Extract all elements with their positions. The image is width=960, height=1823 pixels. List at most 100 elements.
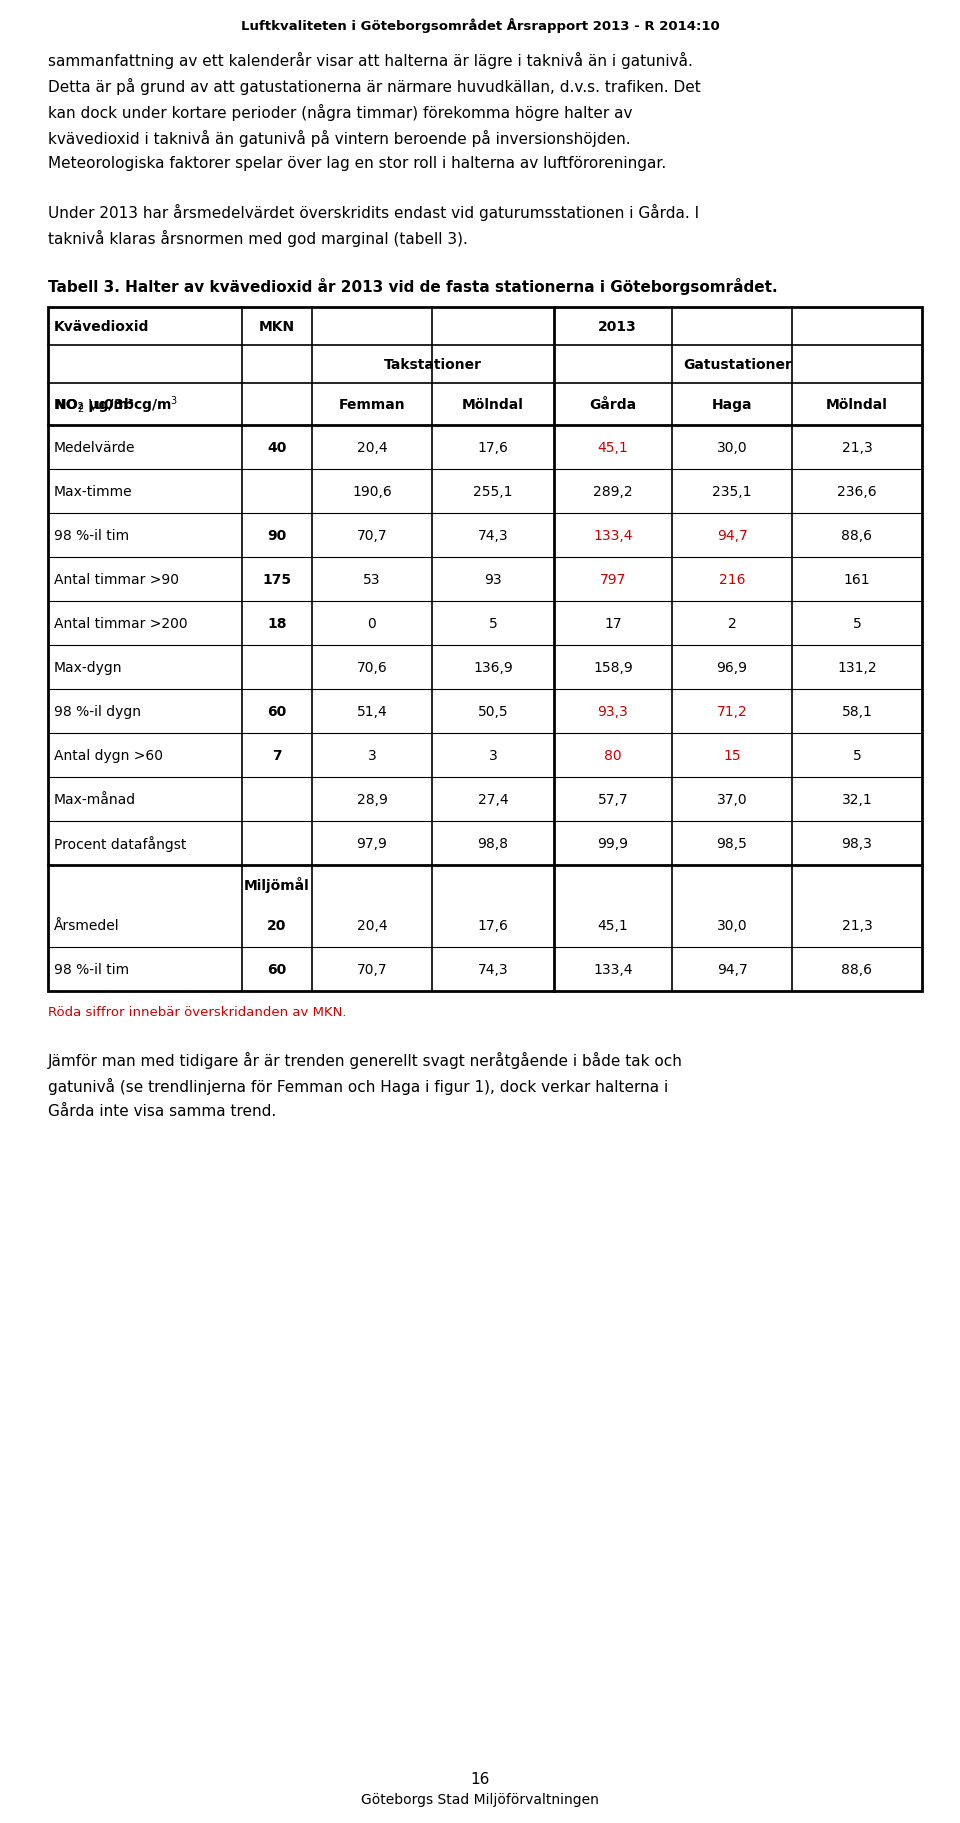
- Text: Mölndal: Mölndal: [826, 397, 888, 412]
- Text: 7: 7: [273, 749, 282, 762]
- Text: 28,9: 28,9: [356, 793, 388, 806]
- Text: 20,4: 20,4: [357, 919, 387, 933]
- Text: Göteborgs Stad Miljöförvaltningen: Göteborgs Stad Miljöförvaltningen: [361, 1792, 599, 1807]
- Text: 88,6: 88,6: [842, 963, 873, 977]
- Text: Femman: Femman: [339, 397, 405, 412]
- Text: 175: 175: [262, 572, 292, 587]
- Text: 18: 18: [267, 616, 287, 631]
- Text: 21,3: 21,3: [842, 441, 873, 454]
- Text: 94,7: 94,7: [716, 529, 748, 543]
- Bar: [48, 308, 922, 992]
- Text: Under 2013 har årsmedelvärdet överskridits endast vid gaturumsstationen i Gårda.: Under 2013 har årsmedelvärdet överskridi…: [48, 204, 699, 221]
- Text: gatunivå (se trendlinjerna för Femman och Haga i figur 1), dock verkar halterna : gatunivå (se trendlinjerna för Femman oc…: [48, 1077, 668, 1094]
- Text: 93: 93: [484, 572, 502, 587]
- Text: kan dock under kortare perioder (några timmar) förekomma högre halter av: kan dock under kortare perioder (några t…: [48, 104, 633, 120]
- Text: 2: 2: [728, 616, 736, 631]
- Text: 71,2: 71,2: [716, 706, 748, 718]
- Text: Medelvärde: Medelvärde: [54, 441, 135, 454]
- Text: 80: 80: [604, 749, 622, 762]
- Text: 90: 90: [268, 529, 287, 543]
- Text: 190,6: 190,6: [352, 485, 392, 500]
- Text: 161: 161: [844, 572, 871, 587]
- Text: Miljömål: Miljömål: [244, 877, 310, 893]
- Text: 20,4: 20,4: [357, 441, 387, 454]
- Text: 21,3: 21,3: [842, 919, 873, 933]
- Text: 98 %-il tim: 98 %-il tim: [54, 529, 130, 543]
- Text: 88,6: 88,6: [842, 529, 873, 543]
- Text: 133,4: 133,4: [593, 963, 633, 977]
- Text: kvävedioxid i taknivå än gatunivå på vintern beroende på inversionshöjden.: kvävedioxid i taknivå än gatunivå på vin…: [48, 129, 631, 148]
- Text: 45,1: 45,1: [598, 441, 629, 454]
- Text: 57,7: 57,7: [598, 793, 628, 806]
- Text: taknivå klaras årsnormen med god marginal (tabell 3).: taknivå klaras årsnormen med god margina…: [48, 230, 468, 246]
- Text: 93,3: 93,3: [598, 706, 629, 718]
- Text: 27,4: 27,4: [478, 793, 508, 806]
- Text: 98 %-il dygn: 98 %-il dygn: [54, 706, 141, 718]
- Text: 5: 5: [852, 616, 861, 631]
- Text: Röda siffror innebär överskridanden av MKN.: Röda siffror innebär överskridanden av M…: [48, 1006, 347, 1019]
- Text: 136,9: 136,9: [473, 660, 513, 675]
- Text: 58,1: 58,1: [842, 706, 873, 718]
- Text: 236,6: 236,6: [837, 485, 876, 500]
- Text: 255,1: 255,1: [473, 485, 513, 500]
- Text: 797: 797: [600, 572, 626, 587]
- Text: 17,6: 17,6: [477, 919, 509, 933]
- Text: 20: 20: [267, 919, 287, 933]
- Text: Gatustationer: Gatustationer: [684, 357, 792, 372]
- Text: NO$_2$ \u03bcg/m$^3$: NO$_2$ \u03bcg/m$^3$: [54, 394, 179, 416]
- Text: Detta är på grund av att gatustationerna är närmare huvudkällan, d.v.s. trafiken: Detta är på grund av att gatustationerna…: [48, 78, 701, 95]
- Text: 96,9: 96,9: [716, 660, 748, 675]
- Text: 5: 5: [489, 616, 497, 631]
- Text: Gårda inte visa samma trend.: Gårda inte visa samma trend.: [48, 1103, 276, 1117]
- Text: 133,4: 133,4: [593, 529, 633, 543]
- Text: 16: 16: [470, 1772, 490, 1787]
- Text: Mölndal: Mölndal: [462, 397, 524, 412]
- Text: 235,1: 235,1: [712, 485, 752, 500]
- Text: 5: 5: [852, 749, 861, 762]
- Text: 94,7: 94,7: [716, 963, 748, 977]
- Text: 98,8: 98,8: [477, 837, 509, 851]
- Text: 3: 3: [368, 749, 376, 762]
- Text: 70,7: 70,7: [357, 529, 387, 543]
- Text: 40: 40: [267, 441, 287, 454]
- Text: 17,6: 17,6: [477, 441, 509, 454]
- Text: 60: 60: [268, 706, 287, 718]
- Text: Antal timmar >90: Antal timmar >90: [54, 572, 179, 587]
- Text: sammanfattning av ett kalenderår visar att halterna är lägre i taknivå än i gatu: sammanfattning av ett kalenderår visar a…: [48, 53, 693, 69]
- Text: Meteorologiska faktorer spelar över lag en stor roll i halterna av luftförorenin: Meteorologiska faktorer spelar över lag …: [48, 157, 666, 171]
- Text: 158,9: 158,9: [593, 660, 633, 675]
- Text: Luftkvaliteten i Göteborgsområdet Årsrapport 2013 - R 2014:10: Luftkvaliteten i Göteborgsområdet Årsrap…: [241, 18, 719, 33]
- Text: 30,0: 30,0: [717, 441, 747, 454]
- Text: 97,9: 97,9: [356, 837, 388, 851]
- Text: MKN: MKN: [259, 319, 295, 334]
- Text: 60: 60: [268, 963, 287, 977]
- Text: Haga: Haga: [711, 397, 753, 412]
- Text: 74,3: 74,3: [478, 529, 508, 543]
- Text: Jämför man med tidigare år är trenden generellt svagt neråtgående i både tak och: Jämför man med tidigare år är trenden ge…: [48, 1052, 683, 1068]
- Text: Gårda: Gårda: [589, 397, 636, 412]
- Text: Årsmedel: Årsmedel: [54, 919, 120, 933]
- Text: 37,0: 37,0: [717, 793, 747, 806]
- Text: 99,9: 99,9: [597, 837, 629, 851]
- Text: Max-dygn: Max-dygn: [54, 660, 123, 675]
- Text: Procent datafångst: Procent datafångst: [54, 835, 186, 851]
- Text: 98,5: 98,5: [716, 837, 748, 851]
- Text: 15: 15: [723, 749, 741, 762]
- Text: Takstationer: Takstationer: [384, 357, 482, 372]
- Text: Antal timmar >200: Antal timmar >200: [54, 616, 187, 631]
- Text: 216: 216: [719, 572, 745, 587]
- Text: 32,1: 32,1: [842, 793, 873, 806]
- Text: 70,6: 70,6: [356, 660, 388, 675]
- Text: NO₂ μg/m³: NO₂ μg/m³: [54, 397, 133, 412]
- Text: 17: 17: [604, 616, 622, 631]
- Text: 98,3: 98,3: [842, 837, 873, 851]
- Text: Kvävedioxid: Kvävedioxid: [54, 319, 150, 334]
- Text: 98 %-il tim: 98 %-il tim: [54, 963, 130, 977]
- Text: Max-timme: Max-timme: [54, 485, 132, 500]
- Text: 50,5: 50,5: [478, 706, 508, 718]
- Text: 3: 3: [489, 749, 497, 762]
- Text: 70,7: 70,7: [357, 963, 387, 977]
- Text: 53: 53: [363, 572, 381, 587]
- Text: Tabell 3. Halter av kvävedioxid år 2013 vid de fasta stationerna i Göteborgsområ: Tabell 3. Halter av kvävedioxid år 2013 …: [48, 277, 778, 295]
- Text: 45,1: 45,1: [598, 919, 629, 933]
